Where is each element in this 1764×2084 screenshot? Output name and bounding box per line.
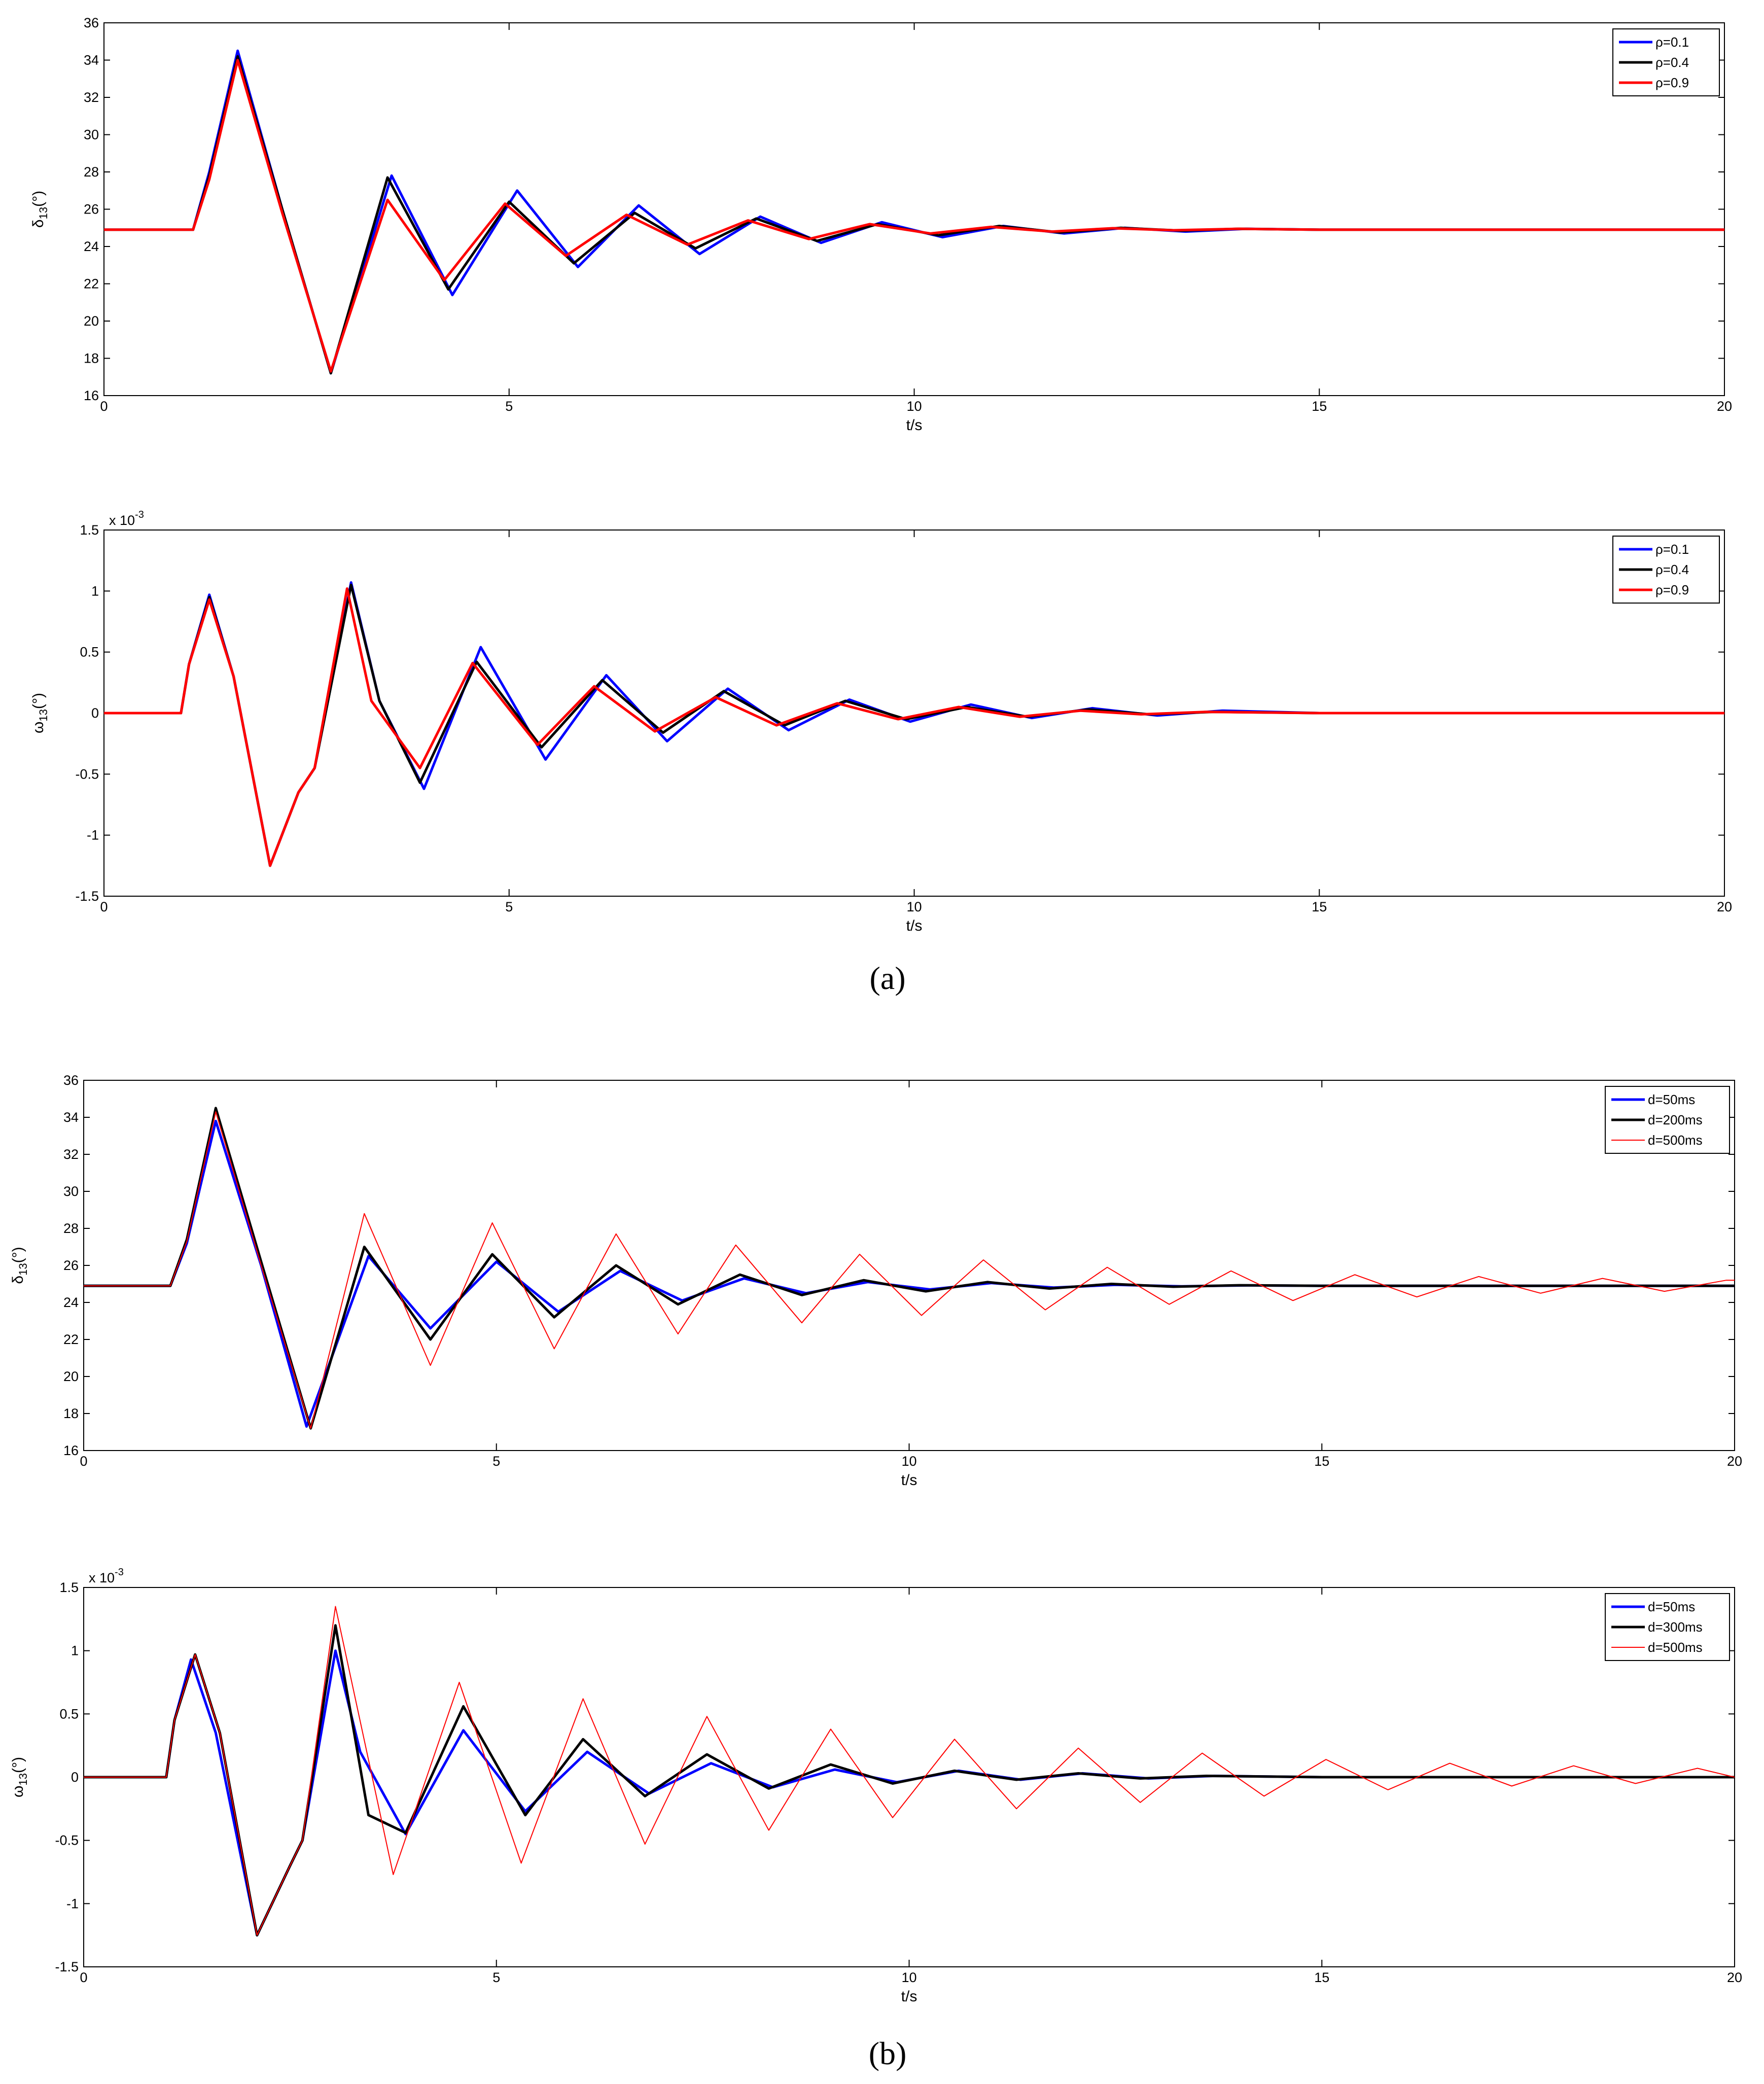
y-axis-label: δ13(°): [10, 1247, 29, 1284]
y-tick-label: 0.5: [59, 1706, 79, 1721]
chart-a2-omega: 0 5 10 15 20 -1.5 -1 -0.5 0 0.5 1 1.5 t/s ω13(°) x 10-…: [30, 509, 1732, 934]
x-tick-label: 20: [1717, 899, 1732, 914]
panel-label-b: (b): [869, 2035, 907, 2071]
y-tick-label: 36: [63, 1073, 79, 1088]
series-line-red: [104, 59, 1724, 373]
y-tick-label: 28: [84, 164, 99, 180]
legend: d=50ms d=200ms d=500ms: [1605, 1086, 1730, 1154]
y-tick-label: -1.5: [55, 1959, 79, 1974]
y-axis-label: ω13(°): [10, 1757, 29, 1797]
legend-entry: d=500ms: [1648, 1640, 1703, 1655]
y-tick-label: 24: [84, 239, 99, 254]
x-tick-label: 10: [906, 899, 922, 914]
x-tick-label: 15: [1312, 899, 1327, 914]
chart-b2-omega: 0 5 10 15 20 -1.5 -1 -0.5 0 0.5 1 1.5 t/s ω13(°) x 10-…: [10, 1567, 1742, 2005]
legend-entry: ρ=0.4: [1655, 55, 1689, 70]
y-tick-label: 26: [84, 202, 99, 217]
x-tick-label: 10: [901, 1970, 916, 1985]
y-tick-label: 20: [84, 313, 99, 329]
legend-entry: d=300ms: [1648, 1619, 1703, 1635]
x-tick-label: 20: [1727, 1970, 1742, 1985]
x-tick-label: 15: [1314, 1454, 1329, 1469]
x-tick-label: 10: [901, 1454, 916, 1469]
legend-entry: ρ=0.1: [1655, 34, 1689, 50]
x-tick-label: 0: [100, 899, 108, 914]
y-tick-label: 24: [63, 1295, 79, 1310]
legend: d=50ms d=300ms d=500ms: [1605, 1593, 1730, 1661]
y-tick-label: -1: [66, 1896, 79, 1911]
y-tick-label: 32: [63, 1147, 79, 1162]
y-tick-label: 1.5: [59, 1580, 79, 1595]
y-tick-label: 22: [63, 1332, 79, 1347]
y-tick-label: 16: [84, 388, 99, 403]
y-tick-label: 22: [84, 276, 99, 292]
y-tick-label: 20: [63, 1369, 79, 1384]
legend-entry: d=500ms: [1648, 1133, 1703, 1148]
y-tick-label: 1: [71, 1643, 79, 1658]
y-tick-label: 30: [63, 1184, 79, 1199]
x-axis-label: t/s: [901, 1472, 918, 1489]
y-tick-label: -1.5: [75, 889, 99, 904]
series-line-red: [84, 1111, 1735, 1429]
y-axis-label: ω13(°): [30, 693, 50, 733]
x-tick-label: 0: [80, 1970, 87, 1985]
legend-entry: ρ=0.9: [1655, 582, 1689, 597]
legend-entry: ρ=0.4: [1655, 562, 1689, 577]
legend: ρ=0.1 ρ=0.4 ρ=0.9: [1612, 28, 1720, 96]
chart-b1-delta: 0 5 10 15 20 16 18 20 22 24 26 28 30 32 34 36 t/s δ13(°) d…: [10, 1073, 1742, 1489]
y-tick-label: 36: [84, 15, 99, 30]
x-tick-label: 5: [505, 899, 513, 914]
y-tick-label: 18: [63, 1406, 79, 1421]
y-tick-label: 18: [84, 351, 99, 366]
x-tick-label: 0: [100, 399, 108, 414]
y-tick-label: 30: [84, 127, 99, 143]
chart-a1-delta: 0 5 10 15 20 16 18 20 22 24 26 28 30 32 34 36 t/s δ13(°) ρ…: [30, 15, 1732, 434]
x-tick-label: 15: [1312, 399, 1327, 414]
series-line-red: [84, 1606, 1735, 1936]
x-tick-label: 5: [492, 1970, 500, 1985]
series-line-black: [84, 1107, 1735, 1430]
x-tick-label: 20: [1727, 1454, 1742, 1469]
legend-entry: d=50ms: [1648, 1599, 1695, 1614]
legend-entry: ρ=0.1: [1655, 542, 1689, 557]
legend-entry: d=200ms: [1648, 1112, 1703, 1127]
y-tick-label: 1.5: [80, 522, 99, 538]
x-tick-label: 20: [1717, 399, 1732, 414]
y-tick-label: 32: [84, 90, 99, 105]
x-tick-label: 10: [906, 399, 922, 414]
y-tick-label: 1: [91, 583, 99, 598]
legend-entry: d=50ms: [1648, 1092, 1695, 1107]
y-tick-label: 0.5: [80, 645, 99, 660]
panel-label-a: (a): [869, 960, 905, 996]
y-tick-label: -1: [87, 828, 99, 843]
y-tick-label: 28: [63, 1221, 79, 1236]
legend: ρ=0.1 ρ=0.4 ρ=0.9: [1612, 536, 1720, 604]
y-tick-label: -0.5: [75, 766, 99, 782]
x-axis-label: t/s: [906, 417, 923, 434]
legend-entry: ρ=0.9: [1655, 75, 1689, 90]
x-tick-label: 5: [492, 1454, 500, 1469]
series-line-red: [104, 587, 1724, 867]
x-tick-label: 15: [1314, 1970, 1329, 1985]
x-axis-label: t/s: [901, 1988, 918, 2005]
y-scale-note: x 10-3: [109, 509, 144, 528]
y-tick-label: 34: [84, 53, 99, 68]
y-tick-label: 0: [91, 705, 99, 721]
y-tick-label: 16: [63, 1443, 79, 1458]
y-scale-note: x 10-3: [89, 1567, 124, 1585]
y-tick-label: 34: [63, 1110, 79, 1125]
y-axis-label: δ13(°): [30, 191, 50, 228]
x-tick-label: 5: [505, 399, 513, 414]
x-axis-label: t/s: [906, 917, 923, 934]
y-tick-label: -0.5: [55, 1833, 79, 1848]
x-tick-label: 0: [80, 1454, 87, 1469]
y-tick-label: 0: [71, 1770, 79, 1785]
y-tick-label: 26: [63, 1258, 79, 1273]
